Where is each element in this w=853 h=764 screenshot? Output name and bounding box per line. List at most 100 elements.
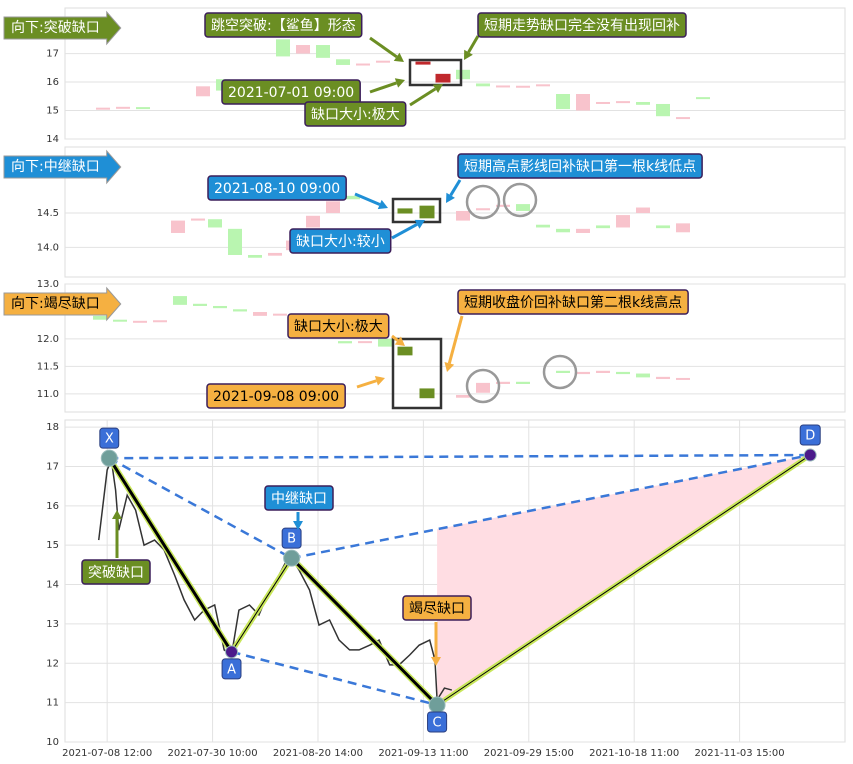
arrow: [464, 35, 480, 60]
candle-body: [456, 69, 470, 80]
candle-body: [116, 106, 130, 109]
arrow: [444, 315, 464, 372]
arrow-shaft: [449, 179, 462, 197]
candle-body: [233, 309, 247, 312]
y-tick-label: 10: [46, 737, 59, 748]
arrow-shaft: [409, 87, 437, 107]
arrow: [391, 334, 405, 346]
point-label-box: [427, 711, 448, 733]
annotation-text: 跳空突破:【鲨鱼】形态: [211, 17, 356, 34]
arrow: [446, 179, 462, 203]
arrow: [112, 510, 122, 558]
annotation-text: 2021-09-08 09:00: [213, 389, 339, 405]
arrow-shaft: [356, 379, 377, 389]
annotation: 2021-07-01 09:00: [221, 79, 361, 105]
annotation-text: 2021-07-01 09:00: [228, 85, 354, 101]
candle-body: [496, 381, 510, 384]
candle-body: [435, 73, 451, 83]
point-label-box: [281, 527, 302, 549]
x-tick-label: 2021-11-03 15:00: [695, 748, 785, 759]
arrow-head: [464, 49, 473, 60]
y-tick-label: 15: [46, 106, 59, 117]
candle-body: [516, 204, 530, 211]
arrow-head: [414, 219, 425, 229]
arrow: [431, 622, 441, 666]
candle-body: [636, 373, 650, 378]
candle-body: [616, 215, 630, 228]
panel-header: 向下:竭尽缺口: [3, 286, 122, 322]
x-tick-label: 2021-07-30 10:00: [168, 748, 258, 759]
candle-body: [133, 320, 147, 323]
arrow-head: [377, 199, 388, 210]
arrow: [391, 219, 425, 240]
candle-body: [476, 208, 490, 211]
annotation-text: 短期走势缺口完全没有出现回补: [484, 17, 680, 34]
candle-body: [397, 208, 413, 214]
panel-header: 向下:突破缺口: [3, 10, 122, 46]
arrow-head: [444, 362, 455, 372]
annotation-box: [204, 12, 363, 38]
candle-body: [616, 101, 630, 104]
annotation: 2021-09-08 09:00: [206, 383, 346, 409]
point-label: D: [799, 424, 821, 446]
annotation-box: [457, 289, 689, 315]
annotation-box: [221, 79, 361, 105]
arrow-shaft: [369, 81, 397, 94]
annotation: 缺口大小:极大: [287, 313, 390, 339]
candle-body: [376, 60, 390, 63]
annotation-text: 缺口大小:极大: [311, 107, 400, 123]
y-tick-label: 14: [46, 580, 59, 591]
plot-frame: [64, 7, 846, 140]
candle-body: [415, 61, 431, 65]
leg: [290, 556, 439, 707]
candle-body: [676, 117, 690, 120]
annotation-text: 竭尽缺口: [409, 601, 465, 617]
candle-body: [136, 107, 150, 110]
arrow-shaft: [391, 334, 399, 342]
annotation-box: [287, 313, 390, 339]
panel-title: 向下:突破缺口: [11, 20, 100, 36]
candle-body: [276, 39, 290, 57]
annotation: 短期高点影线回补缺口第一根k线低点: [457, 153, 703, 179]
candle-body: [596, 225, 610, 229]
y-tick-label: 11: [46, 698, 59, 709]
arrow-shaft: [447, 315, 464, 364]
candle-body: [516, 381, 530, 384]
annotation-box: [289, 228, 392, 254]
candle-body: [153, 320, 167, 323]
annotation: 跳空突破:【鲨鱼】形态: [204, 12, 363, 38]
leg: [231, 557, 293, 653]
panel-header-shape: [3, 10, 122, 46]
candle-body: [536, 224, 550, 228]
arrow: [369, 78, 405, 94]
pattern-point: [803, 448, 817, 462]
panel-header-shape: [3, 286, 122, 322]
fill-circle: [502, 182, 538, 218]
arrow-head: [374, 375, 385, 386]
candle-body: [596, 101, 610, 104]
candle-body: [616, 371, 630, 375]
arrow-shaft: [354, 192, 381, 206]
candle-body: [173, 296, 187, 305]
candle-body: [419, 388, 435, 399]
pattern-point: [225, 645, 239, 659]
candle-body: [113, 319, 127, 322]
y-tick-label: 14.0: [37, 242, 59, 253]
leg: [436, 454, 811, 706]
y-tick-label: 18: [46, 422, 59, 433]
candle-body: [516, 85, 530, 88]
arrow: [356, 375, 385, 389]
y-tick-label: 14: [46, 134, 59, 145]
candle-body: [208, 219, 222, 228]
candle-body: [576, 228, 590, 233]
y-tick-label: 12.0: [37, 334, 59, 345]
panel-title: 向下:中继缺口: [11, 159, 100, 175]
dashed-line: [231, 650, 438, 707]
annotation-box: [304, 101, 407, 127]
candle-body: [378, 338, 392, 347]
panel-title: 向下:竭尽缺口: [11, 296, 100, 312]
arrow-head: [431, 657, 441, 666]
candle-body: [636, 101, 650, 105]
candle-body: [316, 45, 330, 58]
